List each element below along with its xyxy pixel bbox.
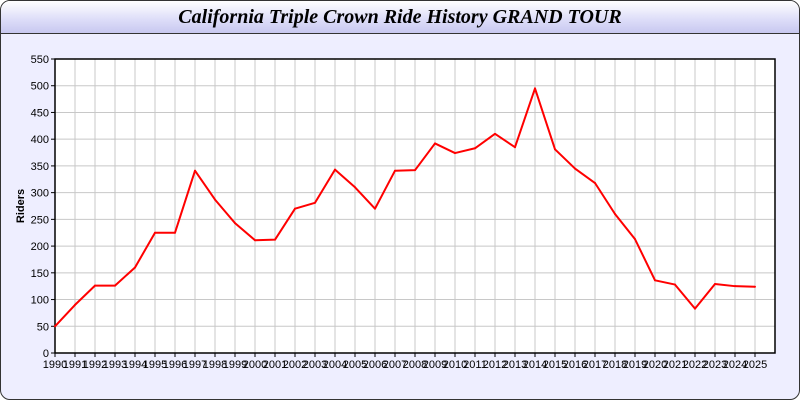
x-tick-label: 2014 — [523, 359, 547, 371]
y-tick-label: 300 — [31, 188, 49, 200]
x-tick-label: 2005 — [343, 359, 367, 371]
x-tick-label: 1992 — [83, 359, 107, 371]
x-tick-label: 1993 — [103, 359, 127, 371]
x-tick-label: 2015 — [543, 359, 567, 371]
data-point — [514, 146, 516, 149]
x-tick-label: 2020 — [643, 359, 667, 371]
data-point — [394, 169, 396, 172]
x-tick-label: 2017 — [583, 359, 607, 371]
data-point — [134, 266, 136, 269]
data-point — [234, 222, 236, 225]
chart-title: California Triple Crown Ride History GRA… — [178, 6, 622, 28]
data-point — [314, 201, 316, 204]
data-point — [334, 168, 336, 171]
x-tick-label: 2002 — [283, 359, 307, 371]
data-point — [414, 169, 416, 172]
x-tick-label: 2008 — [403, 359, 427, 371]
y-tick-label: 500 — [31, 81, 49, 93]
y-tick-label: 200 — [31, 241, 49, 253]
x-tick-label: 2012 — [483, 359, 507, 371]
y-tick-label: 450 — [31, 107, 49, 119]
y-tick-label: 100 — [31, 295, 49, 307]
x-tick-label: 2009 — [423, 359, 447, 371]
data-point — [214, 198, 216, 201]
data-point — [634, 238, 636, 241]
y-tick-label: 50 — [37, 321, 49, 333]
data-point — [434, 142, 436, 145]
x-tick-label: 2016 — [563, 359, 587, 371]
data-point — [474, 147, 476, 150]
data-point — [494, 132, 496, 135]
data-point — [254, 239, 256, 242]
data-point — [614, 213, 616, 216]
x-tick-label: 2010 — [443, 359, 467, 371]
y-tick-label: 250 — [31, 214, 49, 226]
data-point — [154, 231, 156, 234]
data-point — [114, 284, 116, 287]
data-point — [594, 182, 596, 185]
y-tick-label: 400 — [31, 134, 49, 146]
x-tick-label: 1991 — [63, 359, 87, 371]
data-point — [74, 303, 76, 306]
data-point — [554, 148, 556, 151]
x-tick-label: 2021 — [663, 359, 687, 371]
data-point — [694, 307, 696, 310]
data-point — [294, 207, 296, 210]
x-tick-label: 2025 — [743, 359, 767, 371]
x-tick-label: 2023 — [703, 359, 727, 371]
x-tick-label: 2024 — [723, 359, 747, 371]
x-tick-label: 1997 — [183, 359, 207, 371]
data-point — [574, 167, 576, 170]
data-point — [94, 284, 96, 287]
data-point — [534, 87, 536, 90]
x-tick-label: 2000 — [243, 359, 267, 371]
y-tick-label: 0 — [43, 348, 49, 360]
x-tick-label: 2001 — [263, 359, 287, 371]
x-tick-label: 1990 — [43, 359, 67, 371]
x-tick-label: 2003 — [303, 359, 327, 371]
x-tick-label: 1994 — [123, 359, 147, 371]
title-bar: California Triple Crown Ride History GRA… — [1, 1, 799, 34]
x-tick-label: 2004 — [323, 359, 347, 371]
data-point — [374, 207, 376, 210]
data-point — [194, 169, 196, 172]
plot-border — [54, 58, 776, 354]
data-point — [754, 285, 756, 288]
y-axis-label: Riders — [15, 189, 27, 223]
data-point — [274, 238, 276, 241]
x-tick-label: 2018 — [603, 359, 627, 371]
x-tick-label: 2022 — [683, 359, 707, 371]
x-tick-label: 2019 — [623, 359, 647, 371]
y-tick-label: 350 — [31, 161, 49, 173]
y-tick-label: 150 — [31, 268, 49, 280]
data-point — [54, 325, 56, 328]
data-point — [654, 279, 656, 282]
data-point — [174, 231, 176, 234]
data-point — [734, 285, 736, 288]
y-tick-label: 550 — [31, 54, 49, 66]
data-point — [714, 283, 716, 286]
data-point — [354, 186, 356, 189]
x-tick-label: 2006 — [363, 359, 387, 371]
x-tick-label: 1995 — [143, 359, 167, 371]
data-point — [454, 152, 456, 155]
series-line — [54, 87, 756, 327]
x-tick-label: 2013 — [503, 359, 527, 371]
x-tick-label: 1999 — [223, 359, 247, 371]
x-tick-label: 2007 — [383, 359, 407, 371]
data-point — [674, 283, 676, 286]
x-tick-label: 2011 — [463, 359, 487, 371]
x-tick-label: 1998 — [203, 359, 227, 371]
x-tick-label: 1996 — [163, 359, 187, 371]
